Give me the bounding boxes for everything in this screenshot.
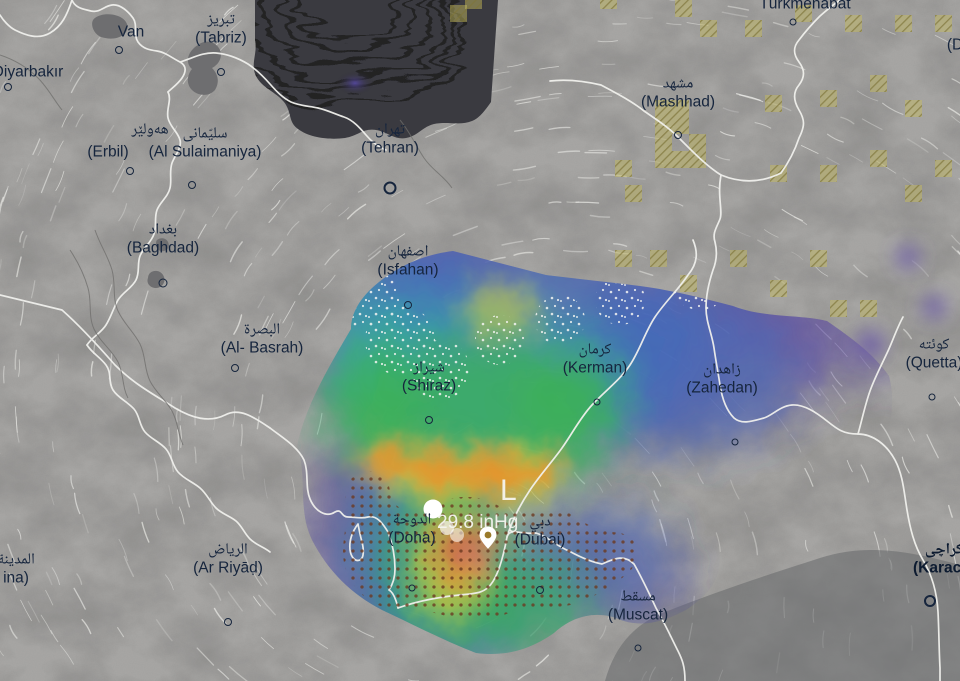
svg-text:L: L [500, 474, 517, 507]
svg-text:29.8 inHg: 29.8 inHg [437, 512, 518, 533]
